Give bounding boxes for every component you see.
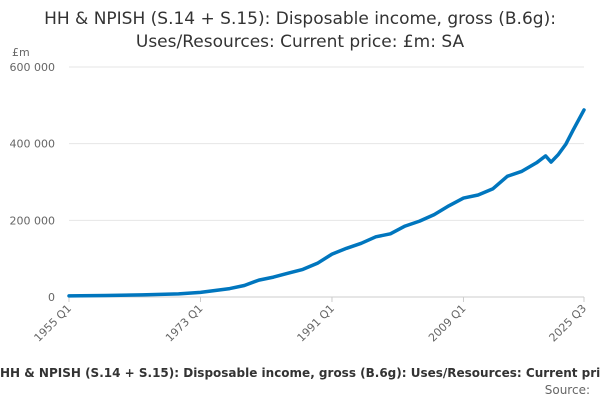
chart-title: HH & NPISH (S.14 + S.15): Disposable inc… <box>0 8 600 54</box>
footer-series-label: HH & NPISH (S.14 + S.15): Disposable inc… <box>0 366 600 380</box>
series-line <box>67 108 586 298</box>
x-tick-label: 2009 Q1 <box>426 302 469 345</box>
chart-title-line-2: Uses/Resources: Current price: £m: SA <box>135 32 465 52</box>
x-tick-label: 1991 Q1 <box>295 302 338 345</box>
y-axis-unit-label: £m <box>12 46 30 59</box>
x-tick-label: 1973 Q1 <box>163 302 206 345</box>
x-tick-label: 2025 Q3 <box>547 302 590 345</box>
y-tick-label: 600 000 <box>10 61 56 74</box>
footer-source-label: Source: <box>544 383 590 397</box>
y-tick-label: 0 <box>48 291 55 304</box>
y-tick-label: 400 000 <box>10 138 56 151</box>
y-tick-label: 200 000 <box>10 214 56 227</box>
chart-title-line-1: HH & NPISH (S.14 + S.15): Disposable inc… <box>44 9 556 29</box>
x-tick-label: 1955 Q1 <box>32 302 75 345</box>
